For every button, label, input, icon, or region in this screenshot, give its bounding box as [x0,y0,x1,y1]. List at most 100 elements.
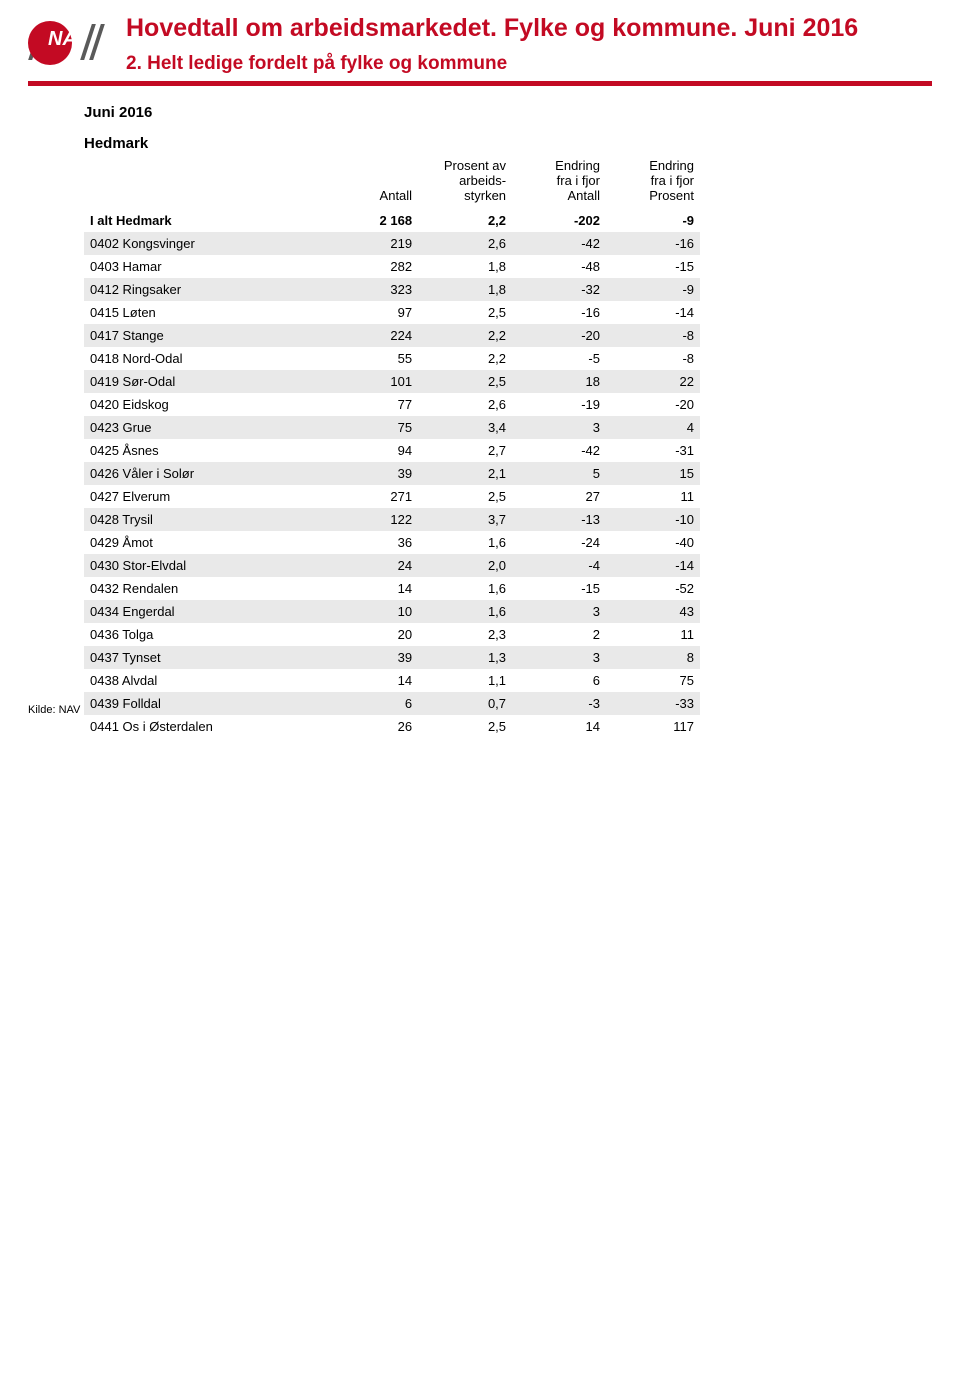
cell-label: 0420 Eidskog [84,393,324,416]
cell-endring-prosent: -8 [606,347,700,370]
table-row: 0423 Grue753,434 [84,416,700,439]
cell-label: 0425 Åsnes [84,439,324,462]
cell-endring-antall: -32 [512,278,606,301]
cell-antall: 39 [324,646,418,669]
region-label: Hedmark [84,135,960,152]
cell-antall: 55 [324,347,418,370]
cell-antall: 39 [324,462,418,485]
cell-label: 0429 Åmot [84,531,324,554]
cell-endring-prosent: 11 [606,485,700,508]
cell-prosent: 2,0 [418,554,512,577]
cell-prosent: 2,7 [418,439,512,462]
cell-prosent: 2,2 [418,209,512,232]
table-row: 0437 Tynset391,338 [84,646,700,669]
table-row: 0438 Alvdal141,1675 [84,669,700,692]
cell-label: 0441 Os i Østerdalen [84,715,324,738]
cell-endring-antall: 6 [512,669,606,692]
cell-label: 0432 Rendalen [84,577,324,600]
cell-endring-prosent: -15 [606,255,700,278]
table-row: 0441 Os i Østerdalen262,514117 [84,715,700,738]
table-row: 0427 Elverum2712,52711 [84,485,700,508]
cell-prosent: 2,5 [418,301,512,324]
cell-endring-antall: 2 [512,623,606,646]
cell-endring-antall: -20 [512,324,606,347]
cell-antall: 14 [324,669,418,692]
cell-antall: 10 [324,600,418,623]
table-row: 0418 Nord-Odal552,2-5-8 [84,347,700,370]
table-row-total: I alt Hedmark 2 168 2,2 -202 -9 [84,209,700,232]
cell-label: 0434 Engerdal [84,600,324,623]
cell-endring-prosent: -33 [606,692,700,715]
cell-endring-antall: -15 [512,577,606,600]
cell-endring-prosent: 117 [606,715,700,738]
cell-antall: 122 [324,508,418,531]
cell-prosent: 2,2 [418,324,512,347]
table-row: 0402 Kongsvinger2192,6-42-16 [84,232,700,255]
cell-endring-antall: 3 [512,646,606,669]
cell-prosent: 2,3 [418,623,512,646]
col-header-endring-antall: Endringfra i fjorAntall [512,154,606,209]
cell-antall: 6 [324,692,418,715]
cell-prosent: 0,7 [418,692,512,715]
page-subtitle: 2. Helt ledige fordelt på fylke og kommu… [126,53,960,75]
cell-endring-antall: 14 [512,715,606,738]
table-row: 0420 Eidskog772,6-19-20 [84,393,700,416]
cell-endring-prosent: -40 [606,531,700,554]
cell-endring-antall: -42 [512,232,606,255]
cell-label: 0439 Folldal [84,692,324,715]
cell-endring-prosent: -16 [606,232,700,255]
cell-antall: 75 [324,416,418,439]
cell-prosent: 2,5 [418,370,512,393]
cell-antall: 224 [324,324,418,347]
cell-prosent: 1,3 [418,646,512,669]
source-footer: Kilde: NAV [28,704,80,716]
cell-endring-prosent: 11 [606,623,700,646]
cell-antall: 20 [324,623,418,646]
cell-endring-antall: 5 [512,462,606,485]
logo-wrap: NAV [28,14,122,68]
cell-antall: 323 [324,278,418,301]
cell-label: 0417 Stange [84,324,324,347]
cell-prosent: 1,8 [418,255,512,278]
nav-logo: NAV [28,18,116,68]
cell-prosent: 3,4 [418,416,512,439]
cell-endring-prosent: -8 [606,324,700,347]
table-row: 0439 Folldal60,7-3-33 [84,692,700,715]
cell-prosent: 1,6 [418,600,512,623]
cell-endring-antall: -16 [512,301,606,324]
cell-prosent: 1,1 [418,669,512,692]
cell-prosent: 2,5 [418,485,512,508]
table-row: 0415 Løten972,5-16-14 [84,301,700,324]
cell-antall: 2 168 [324,209,418,232]
table-row: 0417 Stange2242,2-20-8 [84,324,700,347]
cell-antall: 282 [324,255,418,278]
cell-endring-prosent: 43 [606,600,700,623]
col-header-label [84,154,324,209]
table-row: 0434 Engerdal101,6343 [84,600,700,623]
cell-endring-antall: 3 [512,416,606,439]
cell-endring-antall: -24 [512,531,606,554]
cell-antall: 24 [324,554,418,577]
cell-label: 0436 Tolga [84,623,324,646]
cell-endring-prosent: -52 [606,577,700,600]
cell-antall: 97 [324,301,418,324]
cell-label: 0419 Sør-Odal [84,370,324,393]
table-row: 0430 Stor-Elvdal242,0-4-14 [84,554,700,577]
cell-label: 0437 Tynset [84,646,324,669]
cell-prosent: 1,6 [418,531,512,554]
cell-label: 0418 Nord-Odal [84,347,324,370]
cell-prosent: 1,6 [418,577,512,600]
cell-endring-prosent: -20 [606,393,700,416]
cell-prosent: 2,1 [418,462,512,485]
data-table: Antall Prosent avarbeids-styrken Endring… [84,154,700,738]
cell-label: 0403 Hamar [84,255,324,278]
cell-prosent: 2,6 [418,232,512,255]
cell-antall: 94 [324,439,418,462]
cell-label: 0412 Ringsaker [84,278,324,301]
cell-endring-antall: -202 [512,209,606,232]
cell-endring-prosent: -10 [606,508,700,531]
cell-endring-prosent: -31 [606,439,700,462]
cell-endring-antall: -13 [512,508,606,531]
cell-endring-prosent: -14 [606,554,700,577]
table-row: 0419 Sør-Odal1012,51822 [84,370,700,393]
